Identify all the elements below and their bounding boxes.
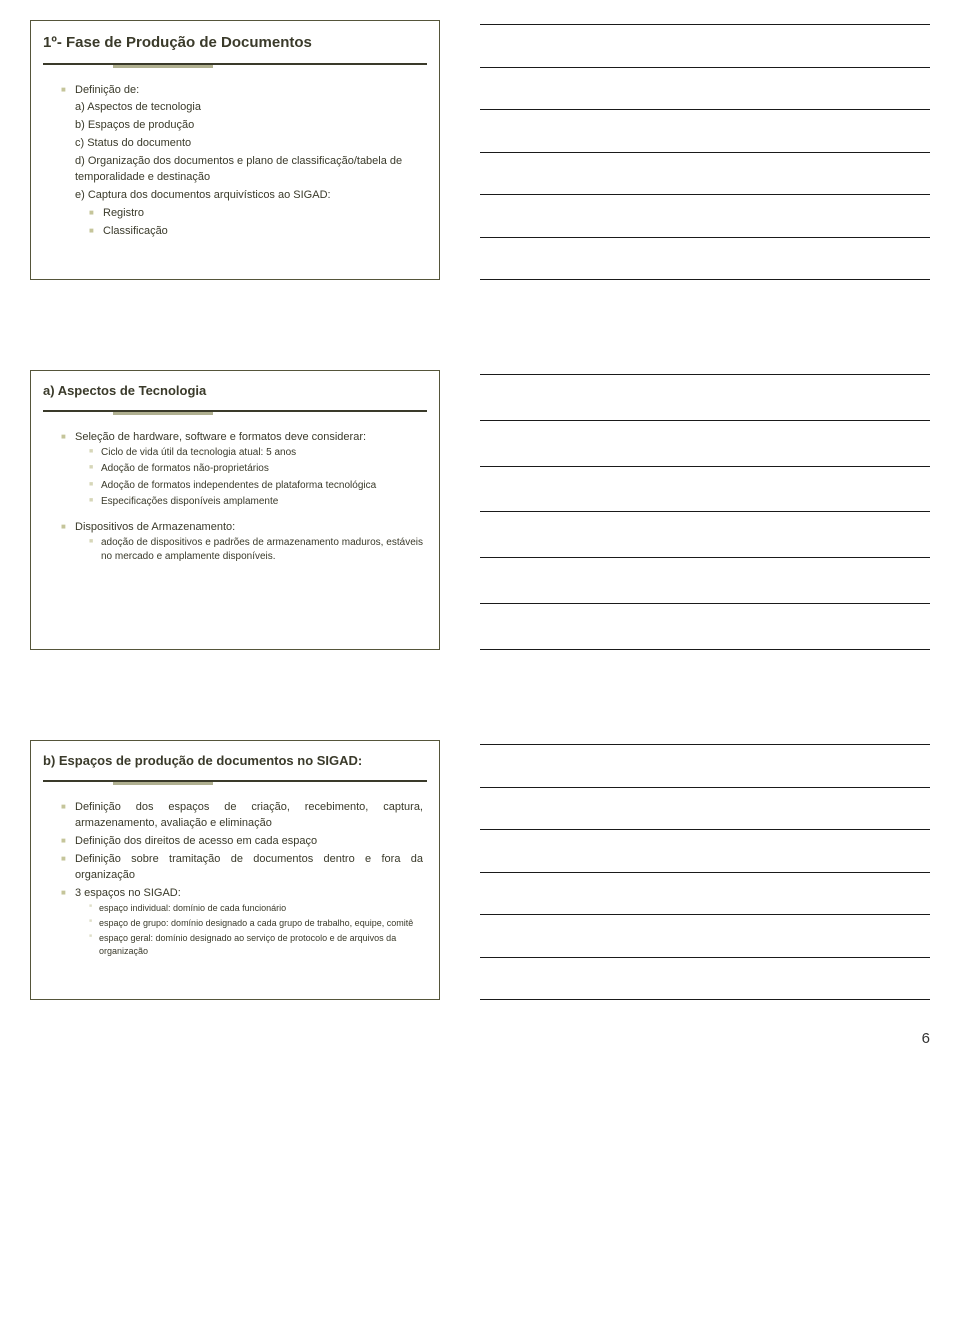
- list-item: espaço individual: domínio de cada funci…: [89, 902, 423, 915]
- slide-3-body: Definição dos espaços de criação, recebi…: [31, 792, 439, 976]
- note-line: [480, 557, 930, 558]
- list-item: Adoção de formatos não-proprietários: [89, 462, 423, 477]
- list-item: b) Espaços de produção: [75, 118, 423, 134]
- slide-1-title: 1º- Fase de Produção de Documentos: [43, 33, 427, 53]
- notes-area: [480, 370, 930, 650]
- list-item: espaço geral: domínio designado ao servi…: [89, 932, 423, 958]
- list-item: Dispositivos de Armazenamento: adoção de…: [61, 520, 423, 565]
- list-item: Definição dos espaços de criação, recebi…: [61, 800, 423, 832]
- section-label: Seleção de hardware, software e formatos…: [75, 431, 366, 443]
- list-item: Ciclo de vida útil da tecnologia atual: …: [89, 446, 423, 461]
- page-number: 6: [30, 1030, 930, 1047]
- slide-2: a) Aspectos de Tecnologia Seleção de har…: [30, 370, 440, 650]
- row-2: a) Aspectos de Tecnologia Seleção de har…: [30, 370, 930, 650]
- note-line: [480, 194, 930, 195]
- note-line: [480, 237, 930, 238]
- intro-label: Definição de:: [75, 84, 139, 96]
- note-line: [480, 787, 930, 788]
- section-label: Dispositivos de Armazenamento:: [75, 521, 235, 533]
- note-line: [480, 466, 930, 467]
- slide-2-title: a) Aspectos de Tecnologia: [43, 383, 427, 400]
- row-3: b) Espaços de produção de documentos no …: [30, 740, 930, 1000]
- slide-1-body: Definição de: a) Aspectos de tecnologia …: [31, 75, 439, 258]
- notes-area: [480, 740, 930, 1000]
- note-line: [480, 999, 930, 1000]
- slide-1: 1º- Fase de Produção de Documentos Defin…: [30, 20, 440, 280]
- slide-3: b) Espaços de produção de documentos no …: [30, 740, 440, 1000]
- list-item: adoção de dispositivos e padrões de arma…: [89, 536, 423, 565]
- list-item: Classificação: [89, 224, 423, 240]
- list-item: a) Aspectos de tecnologia: [75, 100, 423, 116]
- note-line: [480, 24, 930, 25]
- list-item: Adoção de formatos independentes de plat…: [89, 479, 423, 494]
- list-item: Definição sobre tramitação de documentos…: [61, 852, 423, 884]
- list-item: c) Status do documento: [75, 136, 423, 152]
- note-line: [480, 649, 930, 650]
- list-item: Especificações disponíveis amplamente: [89, 495, 423, 510]
- note-line: [480, 957, 930, 958]
- note-line: [480, 511, 930, 512]
- note-line: [480, 374, 930, 375]
- notes-area: [480, 20, 930, 280]
- slide-2-body: Seleção de hardware, software e formatos…: [31, 422, 439, 643]
- list-item: Seleção de hardware, software e formatos…: [61, 430, 423, 510]
- note-line: [480, 279, 930, 280]
- row-1: 1º- Fase de Produção de Documentos Defin…: [30, 20, 930, 280]
- note-line: [480, 420, 930, 421]
- note-line: [480, 67, 930, 68]
- note-line: [480, 829, 930, 830]
- note-line: [480, 872, 930, 873]
- list-item: e) Captura dos documentos arquivísticos …: [75, 188, 423, 204]
- note-line: [480, 603, 930, 604]
- note-line: [480, 152, 930, 153]
- slide-3-title: b) Espaços de produção de documentos no …: [43, 753, 427, 770]
- list-item: Definição de:: [61, 83, 423, 99]
- note-line: [480, 109, 930, 110]
- list-item: Registro: [89, 206, 423, 222]
- list-item: d) Organização dos documentos e plano de…: [75, 154, 423, 186]
- section-label: 3 espaços no SIGAD:: [75, 887, 181, 899]
- list-item: Definição dos direitos de acesso em cada…: [61, 834, 423, 850]
- note-line: [480, 914, 930, 915]
- list-item: espaço de grupo: domínio designado a cad…: [89, 917, 423, 930]
- list-item: 3 espaços no SIGAD: espaço individual: d…: [61, 886, 423, 958]
- note-line: [480, 744, 930, 745]
